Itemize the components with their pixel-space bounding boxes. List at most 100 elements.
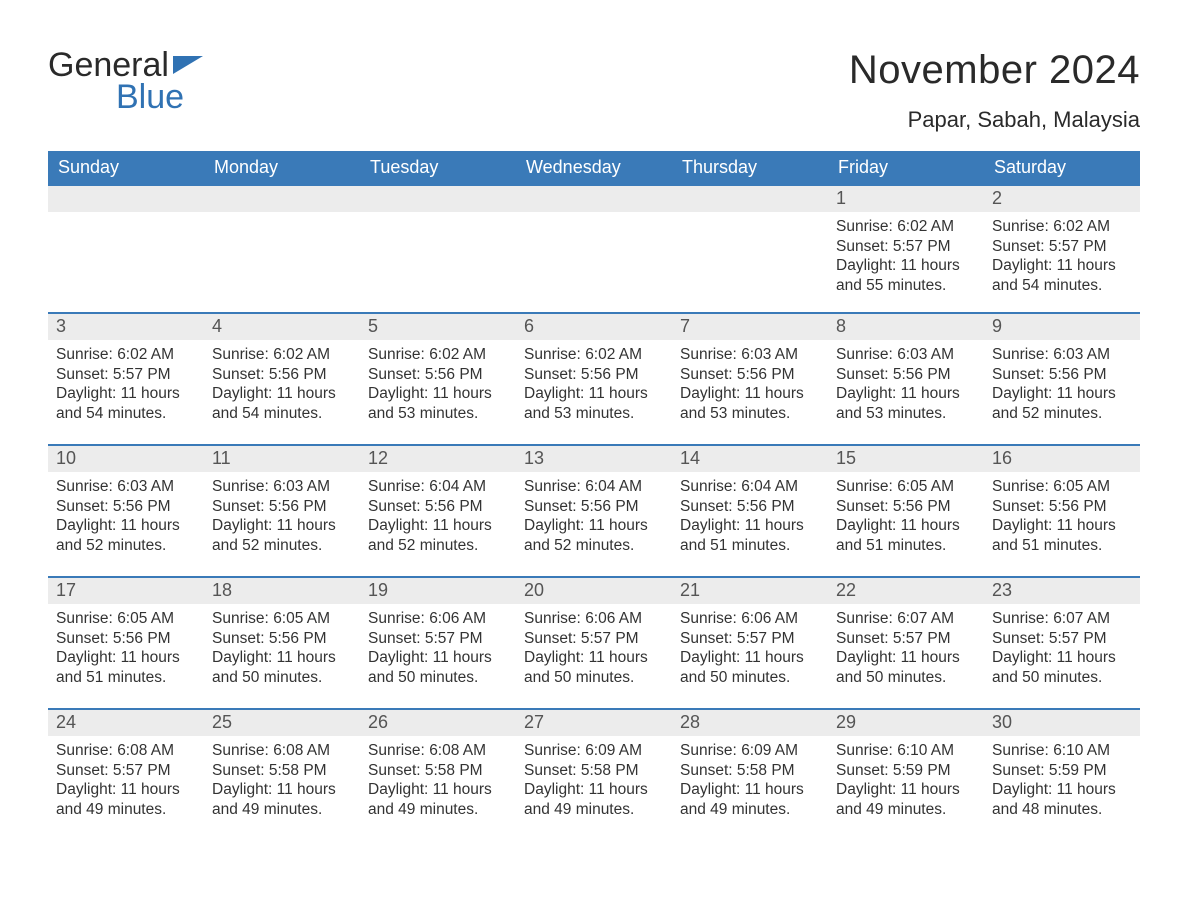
daylight-label: Daylight: — [992, 385, 1052, 402]
sunrise-value: 6:05 AM — [273, 610, 330, 627]
sunrise-value: 6:03 AM — [897, 346, 954, 363]
sunset-label: Sunset: — [836, 762, 889, 779]
sunset-value: 5:59 PM — [893, 762, 951, 779]
sunrise-label: Sunrise: — [680, 478, 737, 495]
day-number: 18 — [204, 576, 360, 604]
sunrise-label: Sunrise: — [368, 346, 425, 363]
sunset-line: Sunset: 5:58 PM — [524, 761, 664, 781]
calendar-day-cell: 28Sunrise: 6:09 AMSunset: 5:58 PMDayligh… — [672, 708, 828, 840]
daylight-label: Daylight: — [56, 649, 116, 666]
sunrise-line: Sunrise: 6:03 AM — [992, 345, 1132, 365]
calendar-day-cell: 17Sunrise: 6:05 AMSunset: 5:56 PMDayligh… — [48, 576, 204, 708]
sunset-label: Sunset: — [212, 498, 265, 515]
sunset-value: 5:57 PM — [113, 762, 171, 779]
calendar-week-row: 17Sunrise: 6:05 AMSunset: 5:56 PMDayligh… — [48, 576, 1140, 708]
location-label: Papar, Sabah, Malaysia — [849, 107, 1140, 133]
sunset-value: 5:56 PM — [581, 366, 639, 383]
sunset-value: 5:58 PM — [425, 762, 483, 779]
calendar-day-cell: 19Sunrise: 6:06 AMSunset: 5:57 PMDayligh… — [360, 576, 516, 708]
day-details: Sunrise: 6:09 AMSunset: 5:58 PMDaylight:… — [672, 736, 828, 824]
sunrise-line: Sunrise: 6:05 AM — [836, 477, 976, 497]
sunset-label: Sunset: — [56, 366, 109, 383]
weekday-header: Monday — [204, 151, 360, 184]
logo-text: General Blue — [48, 48, 203, 114]
sunset-value: 5:56 PM — [737, 498, 795, 515]
sunrise-line: Sunrise: 6:09 AM — [524, 741, 664, 761]
daylight-line: Daylight: 11 hours and 51 minutes. — [992, 516, 1132, 556]
sunrise-line: Sunrise: 6:06 AM — [368, 609, 508, 629]
sunset-label: Sunset: — [56, 762, 109, 779]
sunset-label: Sunset: — [524, 630, 577, 647]
sunrise-label: Sunrise: — [992, 218, 1049, 235]
daylight-label: Daylight: — [836, 781, 896, 798]
sunset-value: 5:56 PM — [893, 498, 951, 515]
day-number — [204, 184, 360, 212]
day-details: Sunrise: 6:06 AMSunset: 5:57 PMDaylight:… — [672, 604, 828, 692]
daylight-label: Daylight: — [680, 649, 740, 666]
day-details: Sunrise: 6:04 AMSunset: 5:56 PMDaylight:… — [360, 472, 516, 560]
daylight-line: Daylight: 11 hours and 55 minutes. — [836, 256, 976, 296]
calendar-empty-cell — [516, 184, 672, 312]
flag-icon — [173, 48, 203, 82]
sunrise-value: 6:09 AM — [741, 742, 798, 759]
daylight-label: Daylight: — [836, 257, 896, 274]
sunrise-value: 6:02 AM — [273, 346, 330, 363]
sunrise-label: Sunrise: — [680, 742, 737, 759]
sunset-line: Sunset: 5:59 PM — [992, 761, 1132, 781]
sunrise-label: Sunrise: — [212, 742, 269, 759]
daylight-line: Daylight: 11 hours and 51 minutes. — [680, 516, 820, 556]
sunset-value: 5:57 PM — [893, 630, 951, 647]
daylight-line: Daylight: 11 hours and 50 minutes. — [212, 648, 352, 688]
sunset-line: Sunset: 5:56 PM — [680, 497, 820, 517]
daylight-line: Daylight: 11 hours and 49 minutes. — [836, 780, 976, 820]
sunset-value: 5:56 PM — [425, 498, 483, 515]
day-details — [360, 212, 516, 292]
sunrise-value: 6:02 AM — [429, 346, 486, 363]
day-number: 1 — [828, 184, 984, 212]
sunset-label: Sunset: — [212, 762, 265, 779]
day-details: Sunrise: 6:02 AMSunset: 5:56 PMDaylight:… — [516, 340, 672, 428]
sunrise-label: Sunrise: — [524, 742, 581, 759]
daylight-label: Daylight: — [212, 781, 272, 798]
calendar-day-cell: 25Sunrise: 6:08 AMSunset: 5:58 PMDayligh… — [204, 708, 360, 840]
sunrise-line: Sunrise: 6:05 AM — [56, 609, 196, 629]
sunrise-line: Sunrise: 6:04 AM — [368, 477, 508, 497]
sunset-line: Sunset: 5:56 PM — [992, 365, 1132, 385]
day-number: 2 — [984, 184, 1140, 212]
sunrise-value: 6:03 AM — [1053, 346, 1110, 363]
sunrise-value: 6:03 AM — [117, 478, 174, 495]
sunset-line: Sunset: 5:57 PM — [524, 629, 664, 649]
day-details — [516, 212, 672, 292]
calendar-day-cell: 10Sunrise: 6:03 AMSunset: 5:56 PMDayligh… — [48, 444, 204, 576]
sunset-line: Sunset: 5:57 PM — [56, 365, 196, 385]
sunset-value: 5:56 PM — [1049, 366, 1107, 383]
weekday-header: Saturday — [984, 151, 1140, 184]
day-number — [48, 184, 204, 212]
sunset-line: Sunset: 5:56 PM — [212, 497, 352, 517]
sunset-value: 5:57 PM — [1049, 238, 1107, 255]
sunset-value: 5:57 PM — [1049, 630, 1107, 647]
calendar-body: 1Sunrise: 6:02 AMSunset: 5:57 PMDaylight… — [48, 184, 1140, 840]
calendar-day-cell: 2Sunrise: 6:02 AMSunset: 5:57 PMDaylight… — [984, 184, 1140, 312]
sunset-value: 5:56 PM — [425, 366, 483, 383]
title-block: November 2024 Papar, Sabah, Malaysia — [849, 48, 1140, 133]
sunset-line: Sunset: 5:56 PM — [524, 365, 664, 385]
sunrise-label: Sunrise: — [368, 742, 425, 759]
sunrise-value: 6:02 AM — [1053, 218, 1110, 235]
calendar-empty-cell — [672, 184, 828, 312]
sunrise-line: Sunrise: 6:02 AM — [836, 217, 976, 237]
daylight-line: Daylight: 11 hours and 50 minutes. — [992, 648, 1132, 688]
sunrise-value: 6:04 AM — [741, 478, 798, 495]
calendar-day-cell: 24Sunrise: 6:08 AMSunset: 5:57 PMDayligh… — [48, 708, 204, 840]
sunrise-value: 6:05 AM — [117, 610, 174, 627]
calendar-empty-cell — [204, 184, 360, 312]
sunset-line: Sunset: 5:56 PM — [368, 497, 508, 517]
sunrise-line: Sunrise: 6:08 AM — [368, 741, 508, 761]
sunset-label: Sunset: — [680, 366, 733, 383]
day-number — [672, 184, 828, 212]
daylight-line: Daylight: 11 hours and 53 minutes. — [836, 384, 976, 424]
day-details: Sunrise: 6:08 AMSunset: 5:58 PMDaylight:… — [360, 736, 516, 824]
sunrise-line: Sunrise: 6:03 AM — [836, 345, 976, 365]
sunset-value: 5:58 PM — [581, 762, 639, 779]
day-details — [204, 212, 360, 292]
